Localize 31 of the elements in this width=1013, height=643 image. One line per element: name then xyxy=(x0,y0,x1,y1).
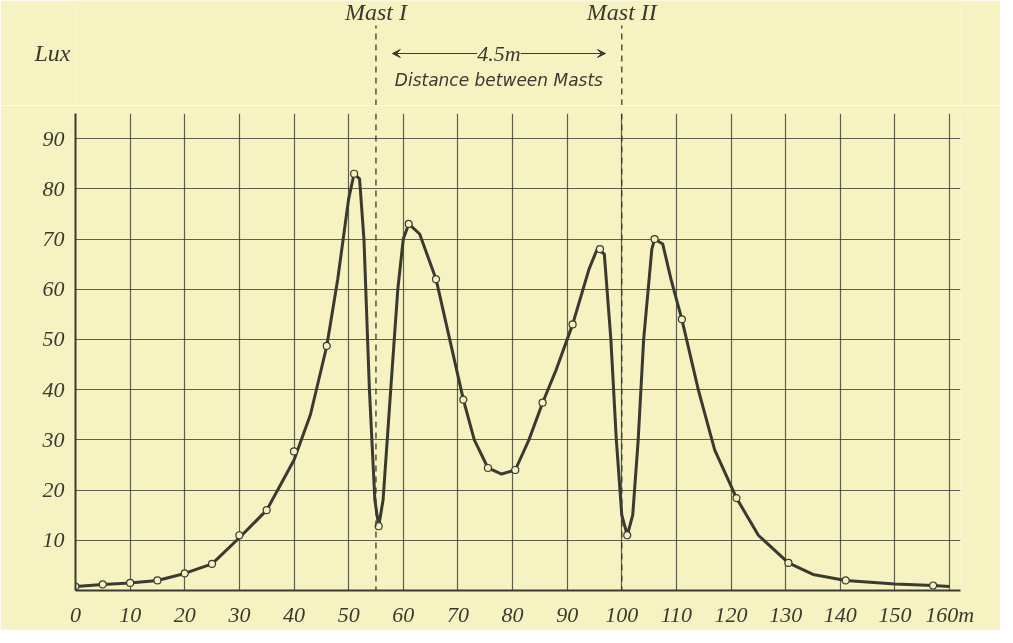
x-tick-label: 160m xyxy=(925,601,975,627)
x-tick-label: 0 xyxy=(70,601,81,627)
x-tick-label: 10 xyxy=(119,601,142,627)
ref-line-label: Mast I xyxy=(343,0,408,25)
ref-line-label: Mast II xyxy=(585,0,658,25)
y-tick-label: 10 xyxy=(42,527,65,553)
x-tick-label: 70 xyxy=(446,601,469,627)
x-tick-label: 90 xyxy=(556,601,579,627)
x-tick-label: 140 xyxy=(823,601,857,627)
y-axis-title: Lux xyxy=(33,40,71,66)
y-tick-label: 30 xyxy=(41,426,65,452)
x-tick-label: 110 xyxy=(660,601,693,627)
text: Distance between Masts xyxy=(394,69,604,90)
y-tick-label: 90 xyxy=(42,125,65,151)
x-tick-label: 120 xyxy=(714,601,748,627)
x-tick-label: 20 xyxy=(173,601,196,627)
x-tick-label: 40 xyxy=(283,601,306,627)
x-tick-label: 30 xyxy=(227,601,251,627)
x-tick-label: 130 xyxy=(769,601,803,627)
y-tick-label: 70 xyxy=(42,226,65,252)
x-tick-label: 60 xyxy=(392,601,415,627)
x-tick-label: 100 xyxy=(605,601,639,627)
text: 4.5m xyxy=(477,41,521,66)
y-tick-label: 20 xyxy=(42,477,65,503)
x-tick-label: 50 xyxy=(337,601,360,627)
y-tick-label: 80 xyxy=(42,175,65,201)
y-tick-label: 40 xyxy=(42,376,65,402)
y-tick-label: 60 xyxy=(42,276,65,302)
x-tick-label: 80 xyxy=(501,601,524,627)
x-tick-label: 150 xyxy=(878,601,912,627)
y-tick-label: 50 xyxy=(42,326,65,352)
